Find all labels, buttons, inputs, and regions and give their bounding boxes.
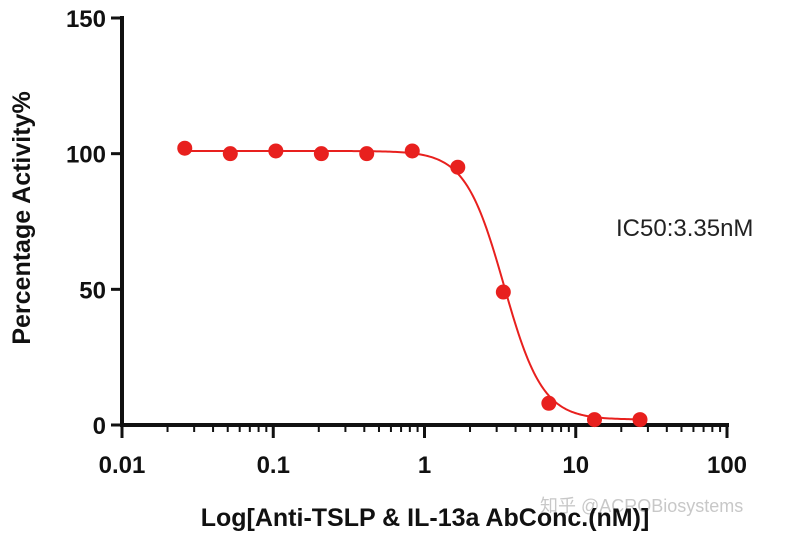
x-tick-label-1: 1 xyxy=(418,452,431,479)
data-point xyxy=(313,146,329,162)
data-point xyxy=(177,140,193,156)
data-point xyxy=(495,284,511,300)
x-tick-label-0.01: 0.01 xyxy=(99,452,146,479)
x-axis-title: Log[Anti-TSLP & IL-13a AbConc.(nM)] xyxy=(201,504,650,532)
y-tick-label-100: 100 xyxy=(66,142,106,169)
data-point xyxy=(359,146,375,162)
data-point xyxy=(541,395,557,411)
y-axis-title: Percentage Activity% xyxy=(8,91,36,344)
data-point xyxy=(450,159,466,175)
y-tick-label-50: 50 xyxy=(79,277,106,304)
x-tick-label-10: 10 xyxy=(562,452,589,479)
y-tick-label-0: 0 xyxy=(93,413,106,440)
data-points xyxy=(177,140,648,428)
y-tick-label-150: 150 xyxy=(66,6,106,33)
watermark-text: 知乎 @ACROBiosystems xyxy=(540,496,743,516)
data-point xyxy=(268,143,284,159)
data-point xyxy=(586,412,602,428)
x-tick-label-100: 100 xyxy=(707,452,747,479)
data-point xyxy=(404,143,420,159)
ic50-annotation: IC50:3.35nM xyxy=(616,215,753,242)
fit-curve xyxy=(184,149,641,421)
data-point xyxy=(632,412,648,428)
data-point xyxy=(222,146,238,162)
axes: 0 50 100 150 0.01 0.1 1 10 100 xyxy=(66,6,747,479)
x-tick-label-0.1: 0.1 xyxy=(257,452,290,479)
fit-curve-group xyxy=(184,149,641,421)
